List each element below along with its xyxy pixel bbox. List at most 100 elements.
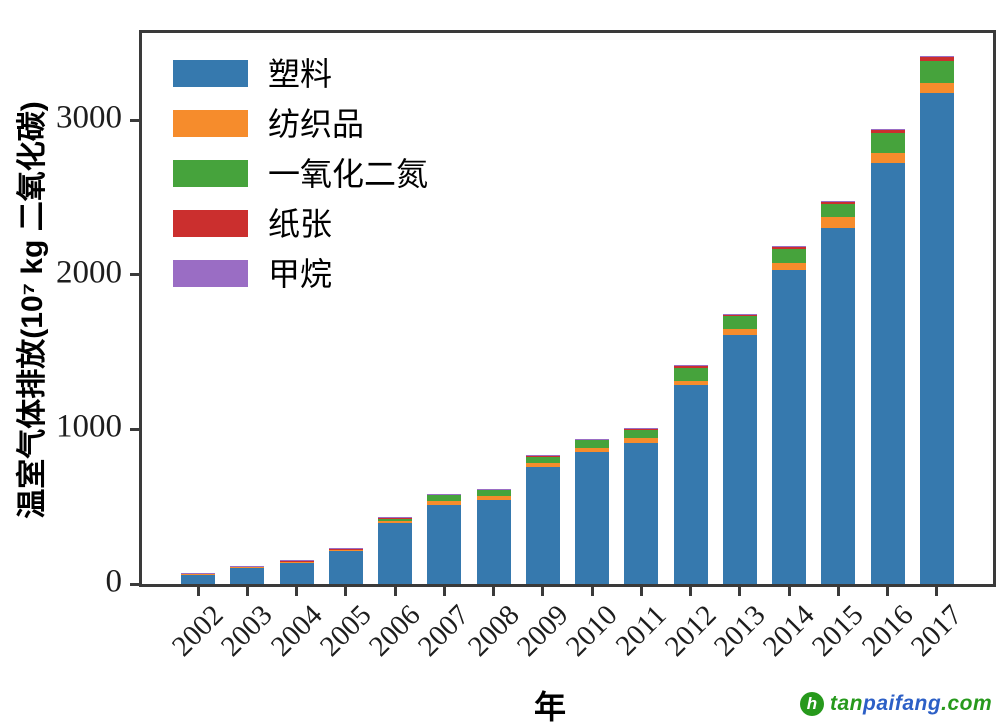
bar-2004-plastic <box>279 562 314 584</box>
x-tick-label-2013: 2013 <box>707 599 772 663</box>
y-tick-label-0: 0 <box>105 563 123 600</box>
bar-2016-plastic <box>870 162 905 584</box>
bar-2015-textiles <box>821 216 856 228</box>
bar-2006-textiles <box>378 521 413 523</box>
x-tick-2002 <box>196 587 200 596</box>
bar-2015-nitrous-oxide <box>821 203 856 217</box>
x-tick-2014 <box>787 587 791 596</box>
bar-2009-plastic <box>525 467 560 584</box>
x-tick-2010 <box>590 587 594 596</box>
x-tick-label-2015: 2015 <box>806 599 871 663</box>
legend-swatch-textiles <box>173 110 248 137</box>
bar-2014-textiles <box>772 263 807 270</box>
x-tick-2015 <box>836 587 840 596</box>
bar-2014-plastic <box>772 269 807 584</box>
bar-2007-nitrous-oxide <box>427 494 462 501</box>
bar-2008-plastic <box>476 499 511 584</box>
y-tick-1000 <box>130 427 142 431</box>
bar-2017-plastic <box>919 92 954 584</box>
x-tick-2003 <box>245 587 249 596</box>
x-tick-2005 <box>344 587 348 596</box>
legend-item-textiles: 纺织品 <box>173 105 428 142</box>
y-tick-3000 <box>130 118 142 122</box>
bar-2005-textiles <box>328 550 363 551</box>
bar-2011-nitrous-oxide <box>624 429 659 438</box>
legend: 塑料纺织品一氧化二氮纸张甲烷 <box>173 55 429 310</box>
watermark-paifang: paifang <box>863 692 942 715</box>
x-tick-2017 <box>935 587 939 596</box>
y-tick-0 <box>130 582 142 586</box>
bar-2003-plastic <box>230 567 265 584</box>
x-tick-label-2008: 2008 <box>461 599 526 663</box>
x-tick-label-2006: 2006 <box>363 599 427 663</box>
x-tick-label-2017: 2017 <box>904 599 969 663</box>
bar-2010-nitrous-oxide <box>575 439 610 449</box>
bar-2011-paper <box>624 428 659 430</box>
bar-2008-textiles <box>476 495 511 500</box>
bar-2005-plastic <box>328 550 363 584</box>
x-tick-label-2007: 2007 <box>412 599 476 663</box>
bar-2012-textiles <box>673 380 708 386</box>
legend-label-paper: 纸张 <box>268 205 333 242</box>
bar-2011-plastic <box>624 442 659 584</box>
legend-label-textiles: 纺织品 <box>268 105 365 142</box>
bar-2014-nitrous-oxide <box>772 249 807 264</box>
bar-2014-paper <box>772 246 807 250</box>
bar-2015-paper <box>821 201 856 204</box>
legend-swatch-plastic <box>173 60 248 87</box>
watermark-tan: tan <box>830 692 863 715</box>
bar-2013-nitrous-oxide <box>722 315 757 329</box>
bar-2017-paper <box>919 56 954 61</box>
x-tick-2004 <box>295 587 299 596</box>
x-tick-2012 <box>689 587 693 596</box>
bar-2013-paper <box>722 313 757 316</box>
bar-2009-textiles <box>525 463 560 468</box>
x-tick-2009 <box>541 587 545 596</box>
bar-2010-plastic <box>575 452 610 584</box>
watermark-text: tanpaifang.com <box>830 692 992 716</box>
legend-item-plastic: 塑料 <box>173 55 428 92</box>
legend-item-paper: 纸张 <box>173 205 428 242</box>
bar-2004-nitrous-oxide <box>279 560 314 562</box>
bar-2012-plastic <box>673 385 708 584</box>
legend-label-plastic: 塑料 <box>268 55 333 92</box>
x-tick-2011 <box>639 587 643 596</box>
legend-swatch-methane <box>173 260 248 287</box>
bar-2003-nitrous-oxide <box>230 566 265 568</box>
bar-2005-nitrous-oxide <box>328 548 363 551</box>
bar-2013-textiles <box>722 328 757 335</box>
bar-2010-textiles <box>575 448 610 453</box>
legend-item-nitrous-oxide: 一氧化二氮 <box>173 155 429 192</box>
plot-area <box>139 30 996 587</box>
y-tick-label-2000: 2000 <box>56 254 122 291</box>
x-tick-label-2005: 2005 <box>313 599 378 663</box>
bar-2007-plastic <box>427 504 462 584</box>
legend-swatch-paper <box>173 210 248 237</box>
bar-2015-plastic <box>821 227 856 584</box>
y-tick-2000 <box>130 273 142 277</box>
watermark: h tanpaifang.com <box>800 692 992 716</box>
tanpaifang-logo-icon: h <box>800 692 824 716</box>
y-tick-label-3000: 3000 <box>56 99 122 136</box>
x-tick-2007 <box>442 587 446 596</box>
x-tick-label-2011: 2011 <box>610 599 674 662</box>
x-tick-2013 <box>738 587 742 596</box>
legend-item-methane: 甲烷 <box>173 258 428 290</box>
x-tick-2008 <box>492 587 496 596</box>
x-tick-2006 <box>393 587 397 596</box>
bar-2007-textiles <box>427 500 462 505</box>
y-tick-label-1000: 1000 <box>56 409 122 446</box>
legend-label-nitrous-oxide: 一氧化二氮 <box>268 155 429 192</box>
watermark-com: .com <box>941 692 993 715</box>
bar-2012-paper <box>673 365 708 368</box>
x-axis-title: 年 <box>533 689 566 725</box>
x-tick-label-2004: 2004 <box>264 599 329 663</box>
x-tick-label-2016: 2016 <box>855 599 920 663</box>
bar-2011-textiles <box>624 437 659 443</box>
x-tick-label-2003: 2003 <box>215 599 279 663</box>
bar-2002-nitrous-oxide <box>181 573 215 574</box>
bar-2017-nitrous-oxide <box>919 60 954 84</box>
bar-2010-paper <box>575 439 610 440</box>
x-tick-label-2009: 2009 <box>510 599 575 663</box>
